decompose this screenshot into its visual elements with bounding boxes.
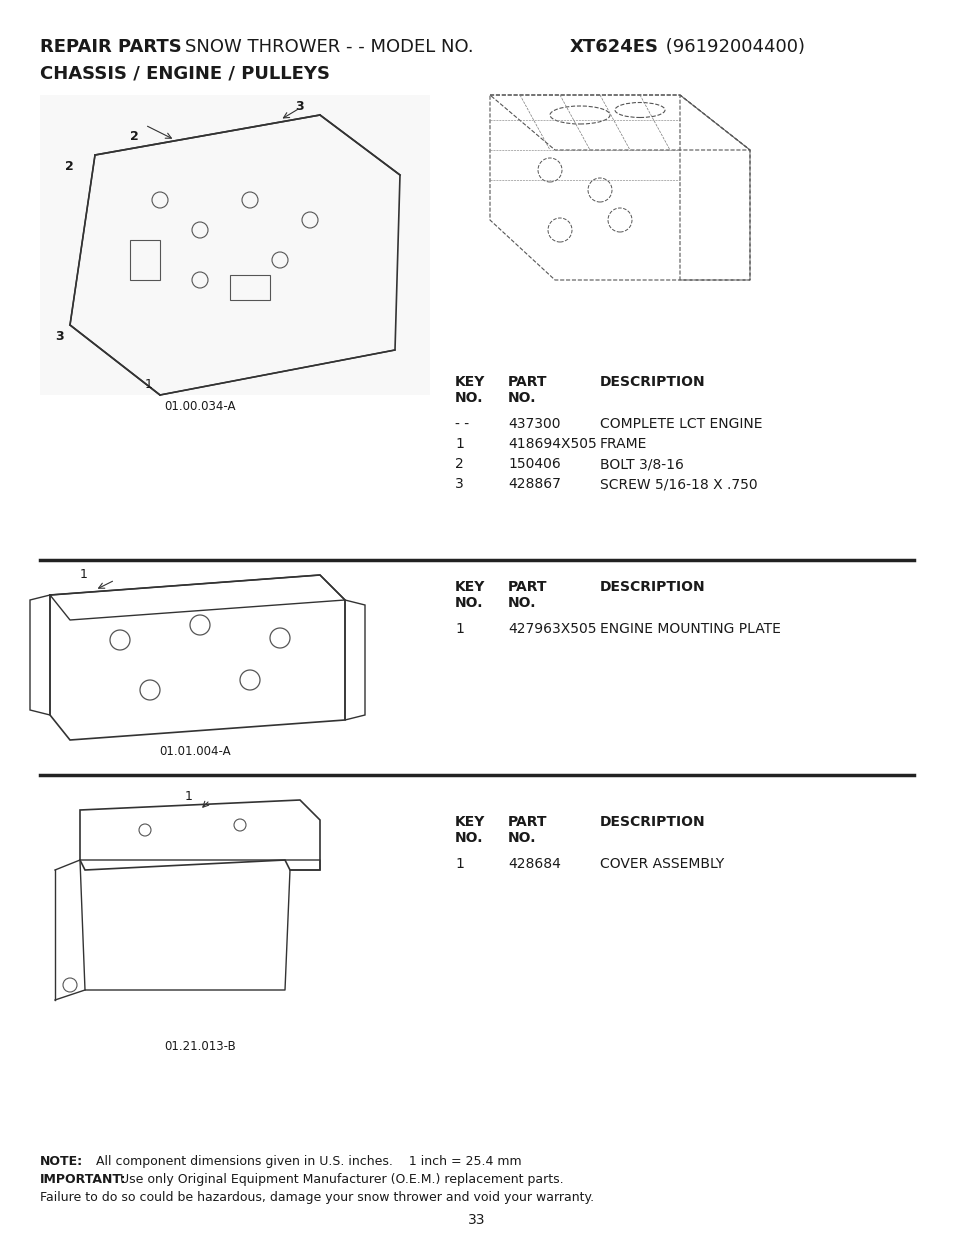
Text: 418694X505: 418694X505: [507, 437, 597, 451]
Text: 428684: 428684: [507, 857, 560, 871]
Text: NOTE:: NOTE:: [40, 1155, 83, 1168]
Text: 01.21.013-B: 01.21.013-B: [164, 1040, 235, 1053]
Text: 2: 2: [130, 130, 138, 143]
Text: 1: 1: [185, 790, 193, 803]
Text: REPAIR PARTS: REPAIR PARTS: [40, 38, 182, 56]
Text: ENGINE MOUNTING PLATE: ENGINE MOUNTING PLATE: [599, 622, 781, 636]
Text: FRAME: FRAME: [599, 437, 647, 451]
Text: 2: 2: [65, 161, 73, 173]
Text: COVER ASSEMBLY: COVER ASSEMBLY: [599, 857, 723, 871]
Text: 1: 1: [145, 378, 152, 391]
Text: SNOW THROWER - - MODEL NO.: SNOW THROWER - - MODEL NO.: [185, 38, 478, 56]
Text: 428867: 428867: [507, 477, 560, 492]
Text: NO.: NO.: [507, 831, 536, 845]
Text: - -: - -: [455, 417, 469, 431]
Text: PART: PART: [507, 375, 547, 389]
Text: KEY: KEY: [455, 815, 485, 829]
Text: 3: 3: [55, 330, 64, 343]
Text: BOLT 3/8-16: BOLT 3/8-16: [599, 457, 683, 471]
Text: All component dimensions given in U.S. inches.    1 inch = 25.4 mm: All component dimensions given in U.S. i…: [88, 1155, 521, 1168]
Text: 33: 33: [468, 1213, 485, 1228]
Text: PART: PART: [507, 580, 547, 594]
Bar: [230, 275, 270, 300]
Text: COMPLETE LCT ENGINE: COMPLETE LCT ENGINE: [599, 417, 761, 431]
Text: XT624ES: XT624ES: [569, 38, 659, 56]
Text: SCREW 5/16-18 X .750: SCREW 5/16-18 X .750: [599, 477, 757, 492]
Text: 01.00.034-A: 01.00.034-A: [164, 400, 235, 412]
Text: Failure to do so could be hazardous, damage your snow thrower and void your warr: Failure to do so could be hazardous, dam…: [40, 1191, 594, 1204]
Text: PART: PART: [507, 815, 547, 829]
Text: KEY: KEY: [455, 580, 485, 594]
Bar: [130, 240, 160, 280]
Text: 2: 2: [455, 457, 463, 471]
Text: KEY: KEY: [455, 375, 485, 389]
Text: NO.: NO.: [455, 391, 483, 405]
Text: 01.01.004-A: 01.01.004-A: [159, 745, 231, 758]
Text: (96192004400): (96192004400): [659, 38, 804, 56]
Text: DESCRIPTION: DESCRIPTION: [599, 375, 705, 389]
Text: NO.: NO.: [455, 831, 483, 845]
Text: 150406: 150406: [507, 457, 560, 471]
Text: Use only Original Equipment Manufacturer (O.E.M.) replacement parts.: Use only Original Equipment Manufacturer…: [120, 1173, 563, 1186]
Text: 427963X505: 427963X505: [507, 622, 596, 636]
Text: 3: 3: [294, 100, 303, 112]
Text: 1: 1: [455, 622, 463, 636]
Text: DESCRIPTION: DESCRIPTION: [599, 815, 705, 829]
Text: 1: 1: [455, 437, 463, 451]
Bar: [40, 95, 430, 395]
Text: NO.: NO.: [455, 597, 483, 610]
Text: NO.: NO.: [507, 597, 536, 610]
Text: DESCRIPTION: DESCRIPTION: [599, 580, 705, 594]
Text: 1: 1: [80, 568, 88, 580]
Text: 3: 3: [455, 477, 463, 492]
Text: 437300: 437300: [507, 417, 560, 431]
Text: IMPORTANT:: IMPORTANT:: [40, 1173, 126, 1186]
Text: 1: 1: [455, 857, 463, 871]
Text: CHASSIS / ENGINE / PULLEYS: CHASSIS / ENGINE / PULLEYS: [40, 65, 330, 83]
Text: NO.: NO.: [507, 391, 536, 405]
